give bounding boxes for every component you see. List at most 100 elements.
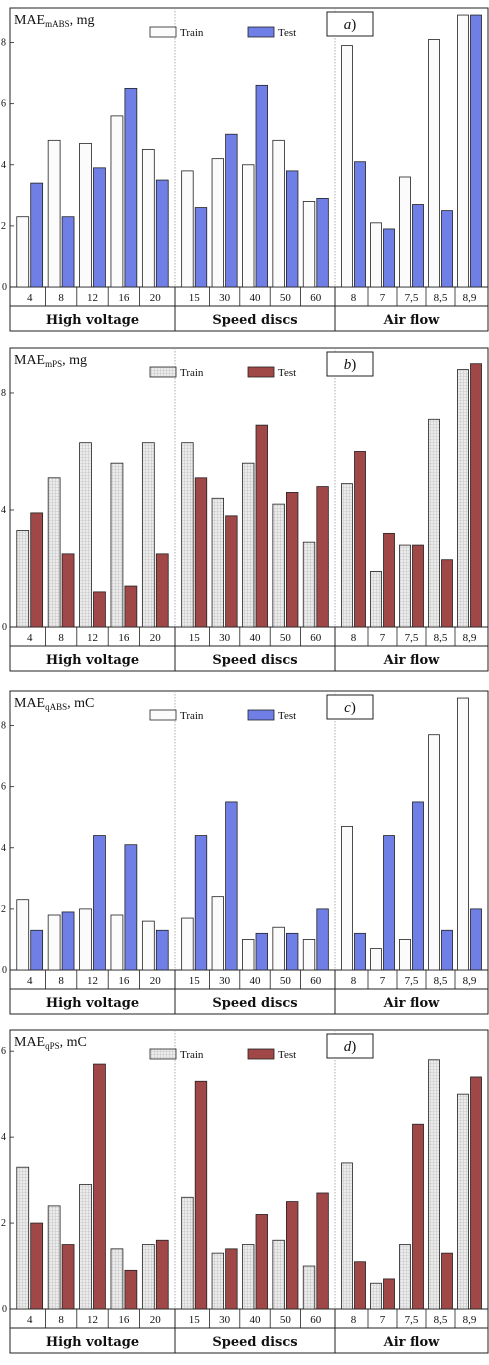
bar-train [399,176,411,288]
bar-test [470,363,482,628]
category-label: 12 [87,292,98,304]
category-label: 4 [27,292,33,304]
bar-train [141,1244,155,1310]
bar-train [181,442,194,628]
category-label: 8,5 [434,632,448,644]
bar-train [341,45,353,288]
category-label: 20 [150,292,162,304]
legend-swatch-test [247,366,275,378]
y-axis-label-main: MAE [14,696,45,711]
y-axis-label-sub: qPS [45,1041,60,1051]
bar-test [470,908,482,971]
category-label: 8,9 [463,1314,477,1326]
bar-train [272,1239,285,1310]
bar-test [194,477,208,628]
bar-train [141,149,155,288]
y-tick-label: 4 [1,160,6,171]
y-tick-label: 2 [1,221,6,232]
panel-label-letter: a [344,17,352,33]
panel-b: 0 4 8 4 8 12 16 20 High voltage 15 30 40 50 60 Speed d… [1,347,489,672]
panel-label: d) [344,1039,357,1055]
y-axis-label: MAEqPS, mC [14,1035,87,1051]
panel-label-box [326,11,374,37]
category-label: 60 [310,975,322,987]
bar-train [457,697,469,971]
panel-label: c) [344,700,356,716]
category-label: 12 [87,1314,98,1326]
y-axis-label-unit: , mg [62,353,87,368]
category-label: 8,9 [463,292,477,304]
bar-test [255,84,268,288]
bar-train [428,1059,440,1310]
bar-train [399,544,411,628]
bar-test [470,1076,482,1310]
legend-swatch-test [247,709,275,721]
bar-train [16,530,30,628]
group-label: High voltage [46,313,139,328]
bar-train [79,442,92,628]
bar-train [181,917,194,971]
legend-label-train: Train [180,710,204,722]
bar-train [47,1205,61,1310]
bar-train [242,462,255,628]
y-axis-label-unit: , mC [60,1035,87,1050]
bar-test [285,932,299,971]
bar-train [211,158,225,288]
bar-train [370,948,382,971]
category-label: 16 [118,975,130,987]
y-tick-label: 4 [1,843,6,854]
legend-label-train: Train [180,27,204,39]
bar-train [211,1252,225,1310]
bar-train [302,939,316,971]
category-label: 8 [58,632,64,644]
group-label: High voltage [46,653,139,668]
plot-frame [9,347,489,672]
bar-test [441,559,453,628]
category-label: 4 [27,1314,33,1326]
bar-train [211,497,225,628]
bar-test [155,179,169,288]
legend-swatch-train [149,366,177,378]
bar-train [211,896,225,971]
y-tick-label: 2 [1,904,6,915]
category-label: 50 [280,1314,292,1326]
category-label: 4 [27,975,33,987]
y-axis-label: MAEmPS, mg [14,353,87,369]
bar-test [30,929,44,971]
legend-swatch-test [247,26,275,38]
category-label: 8 [351,292,357,304]
group-label: Speed discs [212,1335,297,1350]
category-label: 40 [250,292,262,304]
panel-label-letter: d [344,1039,352,1055]
bar-test [194,207,208,288]
y-axis-label-sub: qABS [45,702,67,712]
bar-train [16,216,30,288]
bar-test [30,1222,44,1310]
panel-label-box [326,351,374,377]
category-label: 40 [250,1314,262,1326]
category-label: 8,5 [434,975,448,987]
bar-test [383,835,395,971]
bar-train [110,462,124,628]
bar-test [93,591,106,628]
bar-test [124,1269,138,1310]
bar-test [30,512,44,628]
category-label: 16 [118,632,130,644]
panel-label-box [326,1033,374,1059]
legend-label-test: Test [278,1049,296,1061]
bar-test [412,204,424,288]
y-tick-label: 0 [2,282,7,293]
category-label: 7,5 [405,975,419,987]
bar-train [242,939,255,971]
bar-test [470,14,482,288]
bar-train [181,170,194,288]
legend-swatch-train [149,709,177,721]
bar-test [225,801,238,971]
bar-test [225,1248,238,1310]
panel-label: b) [344,357,357,373]
category-label: 20 [150,975,162,987]
bar-test [194,835,208,971]
bar-test [316,197,329,288]
panel-label-paren: ) [351,357,356,373]
